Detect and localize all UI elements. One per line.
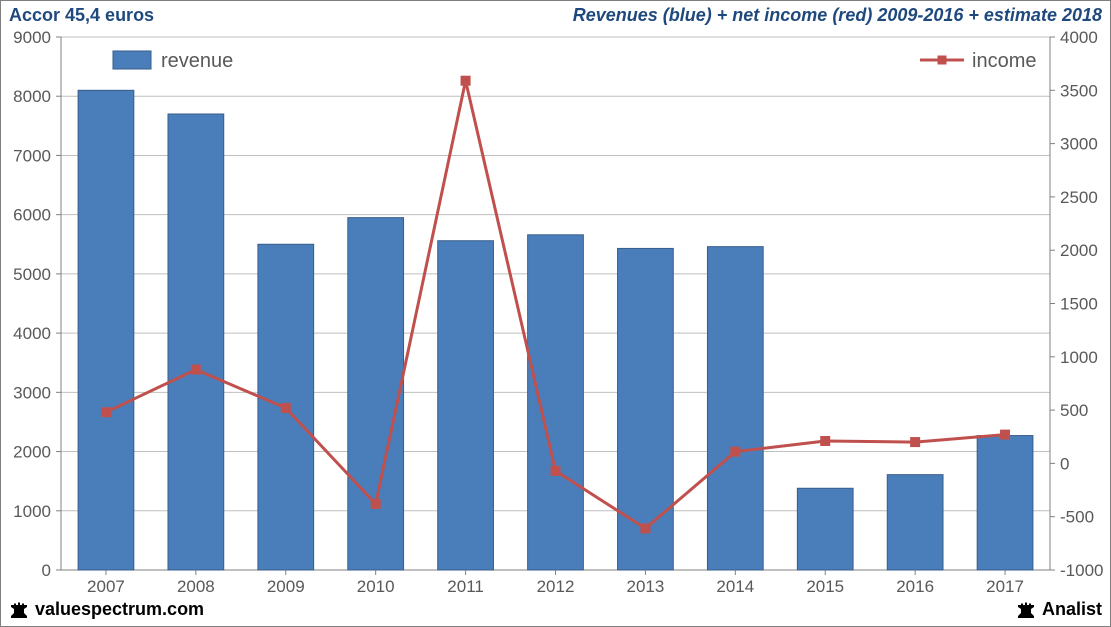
y-left-tick-label: 3000 — [13, 383, 51, 402]
income-marker — [551, 466, 560, 475]
bar — [78, 90, 134, 570]
x-tick-label: 2016 — [896, 577, 934, 596]
x-tick-label: 2010 — [357, 577, 395, 596]
y-right-tick-label: -1000 — [1060, 561, 1103, 580]
bar — [977, 436, 1033, 570]
y-right-tick-label: 0 — [1060, 454, 1069, 473]
y-left-tick-label: 9000 — [13, 28, 51, 47]
rook-icon — [9, 599, 29, 619]
bar — [707, 247, 763, 570]
y-right-tick-label: 1000 — [1060, 348, 1098, 367]
x-tick-label: 2011 — [447, 577, 484, 596]
y-right-tick-label: 3500 — [1060, 81, 1098, 100]
x-tick-label: 2015 — [806, 577, 844, 596]
footer-left: valuespectrum.com — [9, 599, 204, 620]
bar — [348, 218, 404, 570]
x-tick-label: 2014 — [716, 577, 754, 596]
x-tick-label: 2013 — [626, 577, 664, 596]
chart-svg: 2007 2008 2009 2010 2011 2012 2013 2014 2015 2016… — [1, 25, 1110, 600]
income-marker — [1001, 430, 1010, 439]
y-left-tick-label: 0 — [42, 561, 51, 580]
legend-income-label: income — [972, 50, 1036, 72]
title-right: Revenues (blue) + net income (red) 2009-… — [573, 5, 1102, 26]
chart-frame: Accor 45,4 euros Revenues (blue) + net i… — [0, 0, 1111, 627]
x-tick-label: 2008 — [177, 577, 215, 596]
y-left-tick-label: 1000 — [13, 502, 51, 521]
x-tick-label: 2007 — [87, 577, 125, 596]
y-right-tick-label: 1500 — [1060, 295, 1098, 314]
legend-revenue-swatch — [113, 51, 151, 69]
y-left-tick-label: 7000 — [13, 146, 51, 165]
rook-icon — [1016, 599, 1036, 619]
income-marker — [371, 499, 380, 508]
y-right-tick-label: 3000 — [1060, 135, 1098, 154]
bar — [887, 475, 943, 570]
income-marker — [641, 524, 650, 533]
income-marker — [911, 438, 920, 447]
y-right-tick-label: -500 — [1060, 508, 1094, 527]
y-right-tick-label: 2000 — [1060, 241, 1098, 260]
title-row: Accor 45,4 euros Revenues (blue) + net i… — [1, 1, 1110, 27]
footer-right: Analist — [1016, 599, 1102, 620]
footer-right-text: Analist — [1042, 599, 1102, 620]
y-right-tick-label: 4000 — [1060, 28, 1098, 47]
income-marker — [731, 447, 740, 456]
bar — [528, 235, 584, 570]
title-left: Accor 45,4 euros — [9, 5, 154, 26]
x-tick-label: 2012 — [537, 577, 575, 596]
x-tick-label: 2017 — [986, 577, 1024, 596]
income-marker — [191, 365, 200, 374]
bar — [797, 488, 853, 570]
y-left-tick-label: 2000 — [13, 443, 51, 462]
footer-left-text: valuespectrum.com — [35, 599, 204, 620]
y-left-tick-label: 5000 — [13, 265, 51, 284]
plot-area: 2007 2008 2009 2010 2011 2012 2013 2014 2015 2016… — [1, 25, 1110, 600]
income-marker — [821, 437, 830, 446]
legend-revenue-label: revenue — [161, 50, 233, 72]
y-left-tick-label: 8000 — [13, 87, 51, 106]
legend-income-marker — [938, 56, 947, 65]
x-tick-label: 2009 — [267, 577, 305, 596]
bar — [618, 248, 674, 570]
y-right-tick-label: 500 — [1060, 401, 1088, 420]
y-left-tick-label: 6000 — [13, 206, 51, 225]
bar — [438, 241, 494, 570]
y-right-tick-label: 2500 — [1060, 188, 1098, 207]
income-marker — [101, 408, 110, 417]
footer-row: valuespectrum.com Analist — [1, 596, 1110, 626]
y-left-tick-label: 4000 — [13, 324, 51, 343]
bar — [168, 114, 224, 570]
income-marker — [461, 76, 470, 85]
income-marker — [281, 403, 290, 412]
